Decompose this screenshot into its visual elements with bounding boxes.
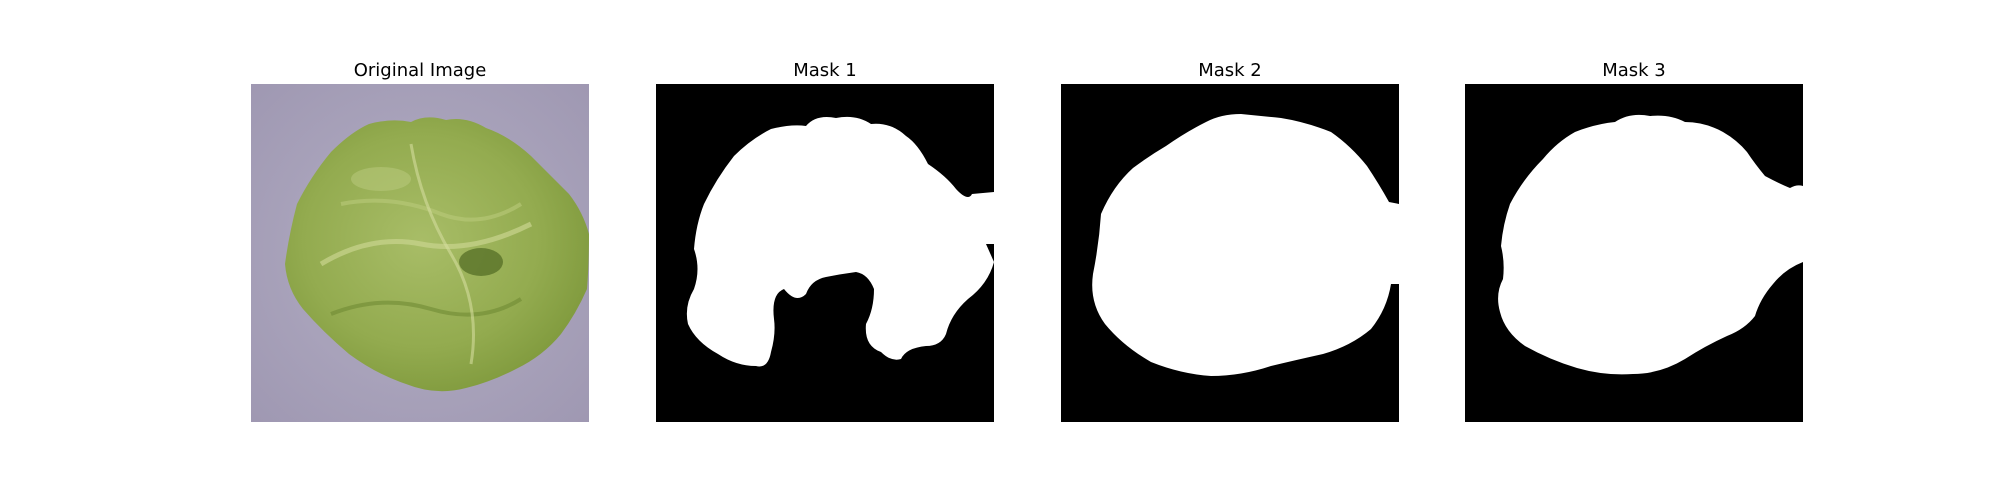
panel-title: Mask 2 <box>1198 60 1262 81</box>
panel-title: Mask 3 <box>1602 60 1666 81</box>
mask-foreground <box>1092 114 1399 376</box>
mask-foreground <box>1498 114 1803 375</box>
panel-title: Original Image <box>353 60 487 81</box>
panel-mask-2: Mask 2 <box>1060 58 1400 422</box>
panel-title: Mask 1 <box>793 60 857 81</box>
panel-mask-1: Mask 1 <box>655 58 995 422</box>
original-leaf-image <box>251 84 589 422</box>
mask-3-image <box>1465 84 1803 422</box>
panel-original-image: Original Image <box>250 58 590 422</box>
mask-foreground <box>686 116 994 367</box>
mask-2-image <box>1061 84 1399 422</box>
mask-1-image <box>656 84 994 422</box>
panel-mask-3: Mask 3 <box>1464 58 1804 422</box>
